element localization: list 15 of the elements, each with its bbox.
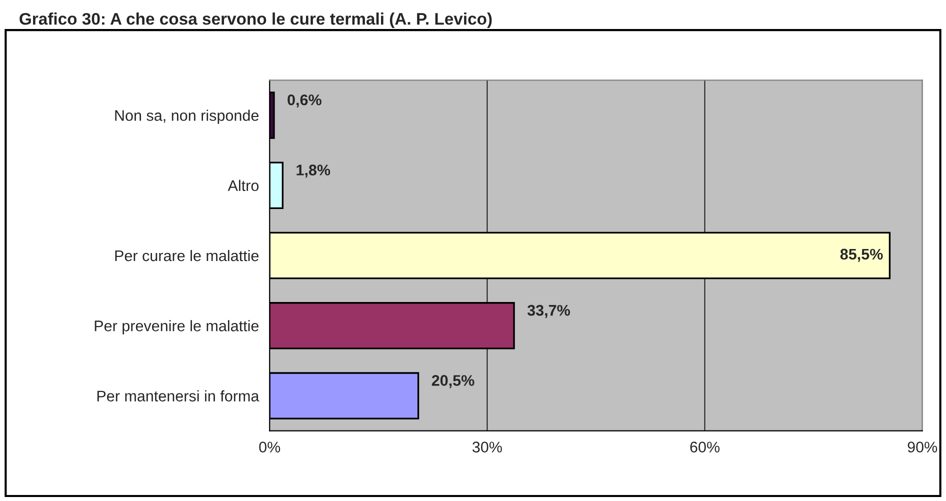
x-tick-label: 60% <box>690 442 720 452</box>
y-tick-label: Altro <box>228 180 259 192</box>
data-label: 85,5% <box>840 248 883 262</box>
y-tick-label: Per mantenersi in forma <box>97 390 260 402</box>
x-tick-label: 30% <box>472 442 502 452</box>
x-tick-label: 0% <box>259 442 280 452</box>
y-tick-label: Non sa, non risponde <box>115 110 259 124</box>
y-tick-label: Per prevenire le malattie <box>94 320 259 334</box>
x-tick-label: 90% <box>908 442 938 452</box>
data-label: 0,6% <box>288 94 322 108</box>
data-label: 20,5% <box>432 375 474 388</box>
data-label: 33,7% <box>527 304 570 318</box>
y-tick-label: Per curare le malattie <box>115 250 259 262</box>
chart-title: Grafico 30: A che cosa servono le cure termali (A. P. Levico) <box>20 12 492 28</box>
data-label: 1,8% <box>296 164 330 178</box>
